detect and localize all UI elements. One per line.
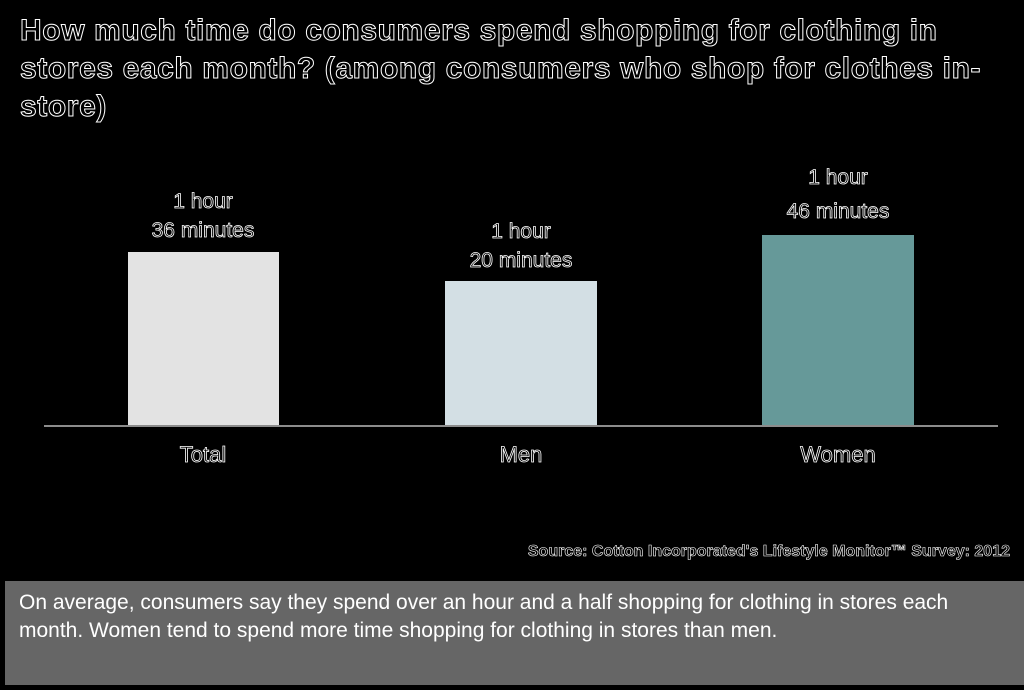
value-line-hours: 1 hour — [173, 190, 233, 214]
x-axis-line — [44, 425, 998, 427]
bar-value-label-women: 1 hour 46 minutes — [728, 161, 948, 229]
source-citation: Source: Cotton Incorporated's Lifestyle … — [527, 543, 1011, 561]
value-line-minutes: 36 minutes — [151, 219, 255, 243]
bar-value-label-men: 1 hour 20 minutes — [411, 217, 631, 275]
category-label-total: Total — [179, 442, 227, 468]
summary-note-box: On average, consumers say they spend ove… — [5, 581, 1024, 685]
bar-total — [128, 252, 279, 426]
bar-chart: 1 hour 36 minutes 1 hour 20 minutes 1 ho… — [44, 161, 998, 468]
bar-value-label-total: 1 hour 36 minutes — [93, 187, 313, 245]
value-line-hours: 1 hour — [491, 220, 551, 244]
value-line-minutes: 46 minutes — [786, 200, 890, 224]
bar-women — [762, 235, 914, 426]
category-label-men: Men — [499, 442, 543, 468]
bar-men — [445, 281, 597, 426]
value-line-minutes: 20 minutes — [469, 249, 573, 273]
chart-title: How much time do consumers spend shoppin… — [20, 14, 982, 124]
category-label-women: Women — [800, 442, 876, 468]
summary-note-text: On average, consumers say they spend ove… — [19, 591, 949, 642]
value-line-hours: 1 hour — [808, 166, 868, 190]
